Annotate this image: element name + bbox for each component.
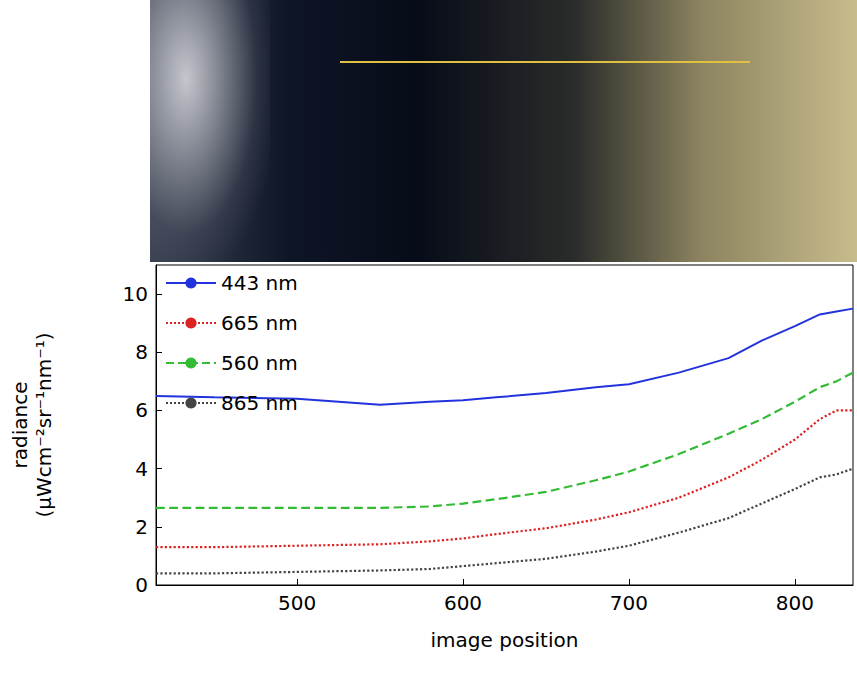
svg-text:443 nm: 443 nm bbox=[221, 271, 298, 295]
svg-text:700: 700 bbox=[610, 591, 648, 615]
svg-text:2: 2 bbox=[135, 515, 148, 539]
svg-text:8: 8 bbox=[135, 340, 148, 364]
svg-text:865 nm: 865 nm bbox=[221, 391, 298, 415]
svg-text:600: 600 bbox=[444, 591, 482, 615]
svg-text:560 nm: 560 nm bbox=[221, 351, 298, 375]
svg-text:10: 10 bbox=[123, 282, 148, 306]
svg-text:radiance: radiance bbox=[8, 382, 32, 469]
svg-text:4: 4 bbox=[135, 457, 148, 481]
svg-text:0: 0 bbox=[135, 573, 148, 597]
svg-text:665 nm: 665 nm bbox=[221, 311, 298, 335]
svg-text:500: 500 bbox=[278, 591, 316, 615]
svg-text:6: 6 bbox=[135, 398, 148, 422]
svg-text:(μWcm⁻²sr⁻¹nm⁻¹): (μWcm⁻²sr⁻¹nm⁻¹) bbox=[32, 332, 56, 517]
svg-text:image position: image position bbox=[431, 628, 579, 652]
svg-text:800: 800 bbox=[776, 591, 814, 615]
